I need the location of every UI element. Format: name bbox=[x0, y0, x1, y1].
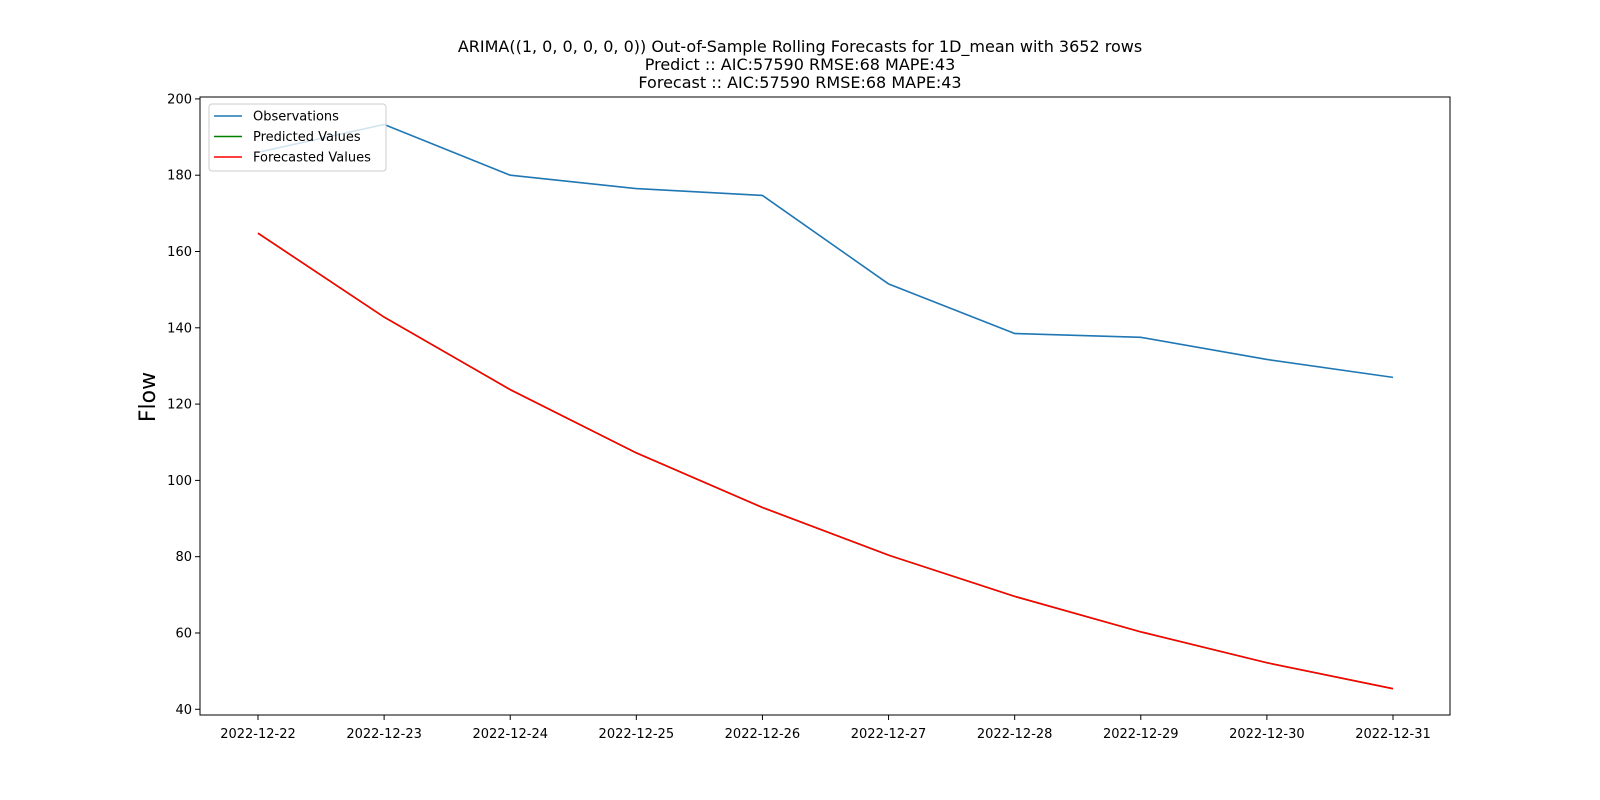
x-tick-label: 2022-12-22 bbox=[220, 727, 296, 742]
x-tick-label: 2022-12-26 bbox=[725, 727, 801, 742]
legend-label: Forecasted Values bbox=[253, 151, 371, 166]
series-line-predicted-values bbox=[257, 232, 1394, 690]
x-tick-label: 2022-12-24 bbox=[472, 727, 548, 742]
axis-ticks: 2022-12-22 2022-12-23 2022-12-24 2022-12-25… bbox=[167, 92, 1431, 742]
x-tick-label: 2022-12-28 bbox=[977, 727, 1053, 742]
y-tick-label: 40 bbox=[175, 703, 192, 718]
y-tick-label: 160 bbox=[167, 245, 192, 260]
chart-title: ARIMA((1, 0, 0, 0, 0, 0)) Out-of-Sample … bbox=[458, 37, 1142, 92]
chart-title-line-3: Forecast :: AIC:57590 RMSE:68 MAPE:43 bbox=[638, 73, 961, 92]
x-tick-label: 2022-12-23 bbox=[346, 727, 422, 742]
plot-area-frame bbox=[199, 96, 1451, 716]
y-tick-label: 200 bbox=[167, 92, 192, 107]
x-tick-label: 2022-12-30 bbox=[1229, 727, 1305, 742]
legend-box bbox=[208, 103, 387, 172]
y-tick-label: 100 bbox=[167, 474, 192, 489]
chart-title-line-2: Predict :: AIC:57590 RMSE:68 MAPE:43 bbox=[645, 55, 956, 74]
x-tick-label: 2022-12-31 bbox=[1355, 727, 1431, 742]
y-tick-label: 60 bbox=[175, 626, 192, 641]
y-tick-label: 140 bbox=[167, 321, 192, 336]
chart-title-line-1: ARIMA((1, 0, 0, 0, 0, 0)) Out-of-Sample … bbox=[458, 37, 1142, 57]
series-line-observations bbox=[257, 123, 1394, 379]
x-tick-label: 2022-12-27 bbox=[851, 727, 927, 742]
series-line-forecasted-values bbox=[257, 232, 1394, 690]
y-tick-label: 120 bbox=[167, 398, 192, 413]
x-tick-label: 2022-12-25 bbox=[599, 727, 675, 742]
legend-label: Observations bbox=[253, 110, 339, 125]
y-tick-label: 180 bbox=[167, 169, 192, 184]
series-lines bbox=[257, 123, 1394, 690]
y-axis-label: Flow bbox=[136, 372, 161, 422]
y-tick-label: 80 bbox=[175, 550, 192, 565]
legend-label: Predicted Values bbox=[253, 130, 361, 145]
legend: Observations Predicted Values Forecasted V… bbox=[208, 103, 387, 172]
x-tick-label: 2022-12-29 bbox=[1103, 727, 1179, 742]
